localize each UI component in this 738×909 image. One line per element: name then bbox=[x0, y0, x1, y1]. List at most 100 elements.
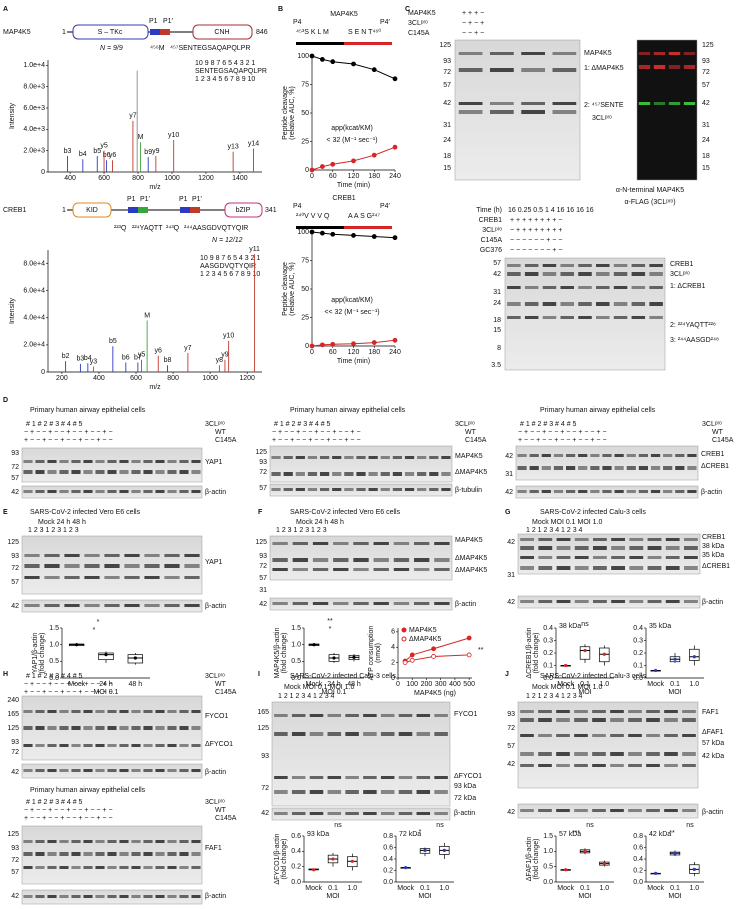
label: # 1 # 2 # 3 # 4 # 5 bbox=[274, 421, 331, 428]
band bbox=[610, 752, 624, 756]
label: 1 bbox=[62, 29, 66, 36]
label: 15 bbox=[493, 327, 501, 334]
label: ns bbox=[436, 822, 444, 829]
x-tick-label: 1.0 bbox=[599, 885, 609, 892]
x-tick-label: 1200 bbox=[198, 175, 214, 182]
band bbox=[344, 456, 354, 459]
band bbox=[179, 726, 189, 730]
band bbox=[71, 460, 81, 463]
band bbox=[59, 710, 69, 713]
band bbox=[155, 769, 165, 772]
label: 18 bbox=[702, 153, 710, 160]
band bbox=[398, 714, 413, 717]
band bbox=[631, 286, 646, 289]
band bbox=[434, 714, 448, 717]
label: AASGDVQTYQIR bbox=[200, 263, 256, 270]
band bbox=[107, 852, 117, 856]
band bbox=[24, 604, 40, 607]
blot bbox=[21, 447, 203, 483]
label: ²⁴⁰V V V Q bbox=[296, 212, 330, 220]
x-tick-label: 0.1 bbox=[580, 885, 590, 892]
peak-label: y9 bbox=[152, 148, 160, 155]
point bbox=[392, 337, 398, 343]
label: SARS-CoV-2 infected Calu-3 cells bbox=[540, 509, 646, 516]
band bbox=[592, 546, 607, 550]
band bbox=[683, 566, 698, 570]
label: + + + + + + + + − bbox=[510, 217, 562, 224]
band bbox=[283, 488, 293, 491]
band bbox=[84, 576, 100, 579]
label: 18 bbox=[443, 153, 451, 160]
y-tick-label: 0.3 bbox=[543, 637, 553, 644]
label: 1 2 3 4 5 6 7 8 9 10 bbox=[195, 76, 255, 83]
label: β-actin bbox=[701, 489, 722, 496]
blot bbox=[515, 445, 699, 481]
band bbox=[143, 895, 153, 898]
label: 72 bbox=[507, 725, 515, 732]
band bbox=[292, 602, 309, 605]
label: β-actin bbox=[205, 489, 226, 496]
band bbox=[292, 558, 309, 562]
label: N = 12/12 bbox=[212, 237, 243, 244]
band bbox=[560, 286, 574, 289]
y-tick-label: 0.1 bbox=[543, 662, 553, 669]
point bbox=[309, 229, 315, 235]
band bbox=[578, 316, 592, 319]
label: 125 bbox=[7, 725, 19, 732]
band bbox=[155, 840, 165, 843]
band bbox=[638, 454, 649, 457]
x-tick-label: Mock bbox=[305, 885, 322, 892]
band bbox=[167, 470, 177, 474]
diagram-shape bbox=[344, 42, 392, 45]
y-axis-label: MAP4K5/β-actin bbox=[274, 628, 281, 679]
band bbox=[333, 542, 349, 545]
point bbox=[409, 657, 415, 663]
label: P4′ bbox=[380, 19, 391, 26]
band bbox=[84, 564, 100, 568]
y-tick-label: 1.5 bbox=[291, 625, 301, 632]
band bbox=[272, 568, 288, 571]
band bbox=[95, 840, 105, 843]
band bbox=[131, 490, 141, 493]
band bbox=[393, 602, 410, 605]
y-tick-label: 0 bbox=[391, 675, 395, 682]
band bbox=[429, 488, 439, 491]
label: 42 bbox=[507, 809, 515, 816]
band bbox=[668, 52, 681, 55]
point bbox=[309, 343, 315, 349]
label: Primary human airway epithelial cells bbox=[290, 407, 406, 414]
label: * bbox=[93, 627, 96, 634]
band bbox=[650, 490, 661, 493]
point bbox=[351, 158, 356, 164]
label: 15 bbox=[443, 165, 451, 172]
y-tick-label: 75 bbox=[301, 257, 309, 264]
band bbox=[665, 546, 680, 550]
band bbox=[35, 866, 45, 869]
band bbox=[167, 744, 177, 747]
label: + − − + − − + − − + − − + − − bbox=[272, 437, 361, 444]
label: FAF1 bbox=[205, 845, 222, 852]
band bbox=[307, 456, 318, 459]
band bbox=[529, 466, 539, 470]
band bbox=[574, 710, 588, 713]
band bbox=[83, 769, 93, 772]
band bbox=[592, 538, 607, 541]
band bbox=[683, 65, 696, 69]
x-axis-label: MOI bbox=[668, 893, 681, 900]
band bbox=[517, 454, 527, 457]
band bbox=[44, 554, 60, 557]
label: ΔMAP4K5 bbox=[455, 469, 487, 476]
band bbox=[107, 840, 117, 843]
label: 42 bbox=[259, 601, 267, 608]
point bbox=[371, 340, 377, 345]
band bbox=[309, 812, 324, 815]
band bbox=[653, 65, 666, 69]
band bbox=[507, 302, 521, 306]
band bbox=[490, 68, 514, 72]
band bbox=[398, 732, 413, 736]
band bbox=[578, 454, 588, 457]
label: P1 bbox=[127, 196, 136, 203]
band bbox=[668, 102, 681, 105]
band bbox=[312, 558, 329, 562]
